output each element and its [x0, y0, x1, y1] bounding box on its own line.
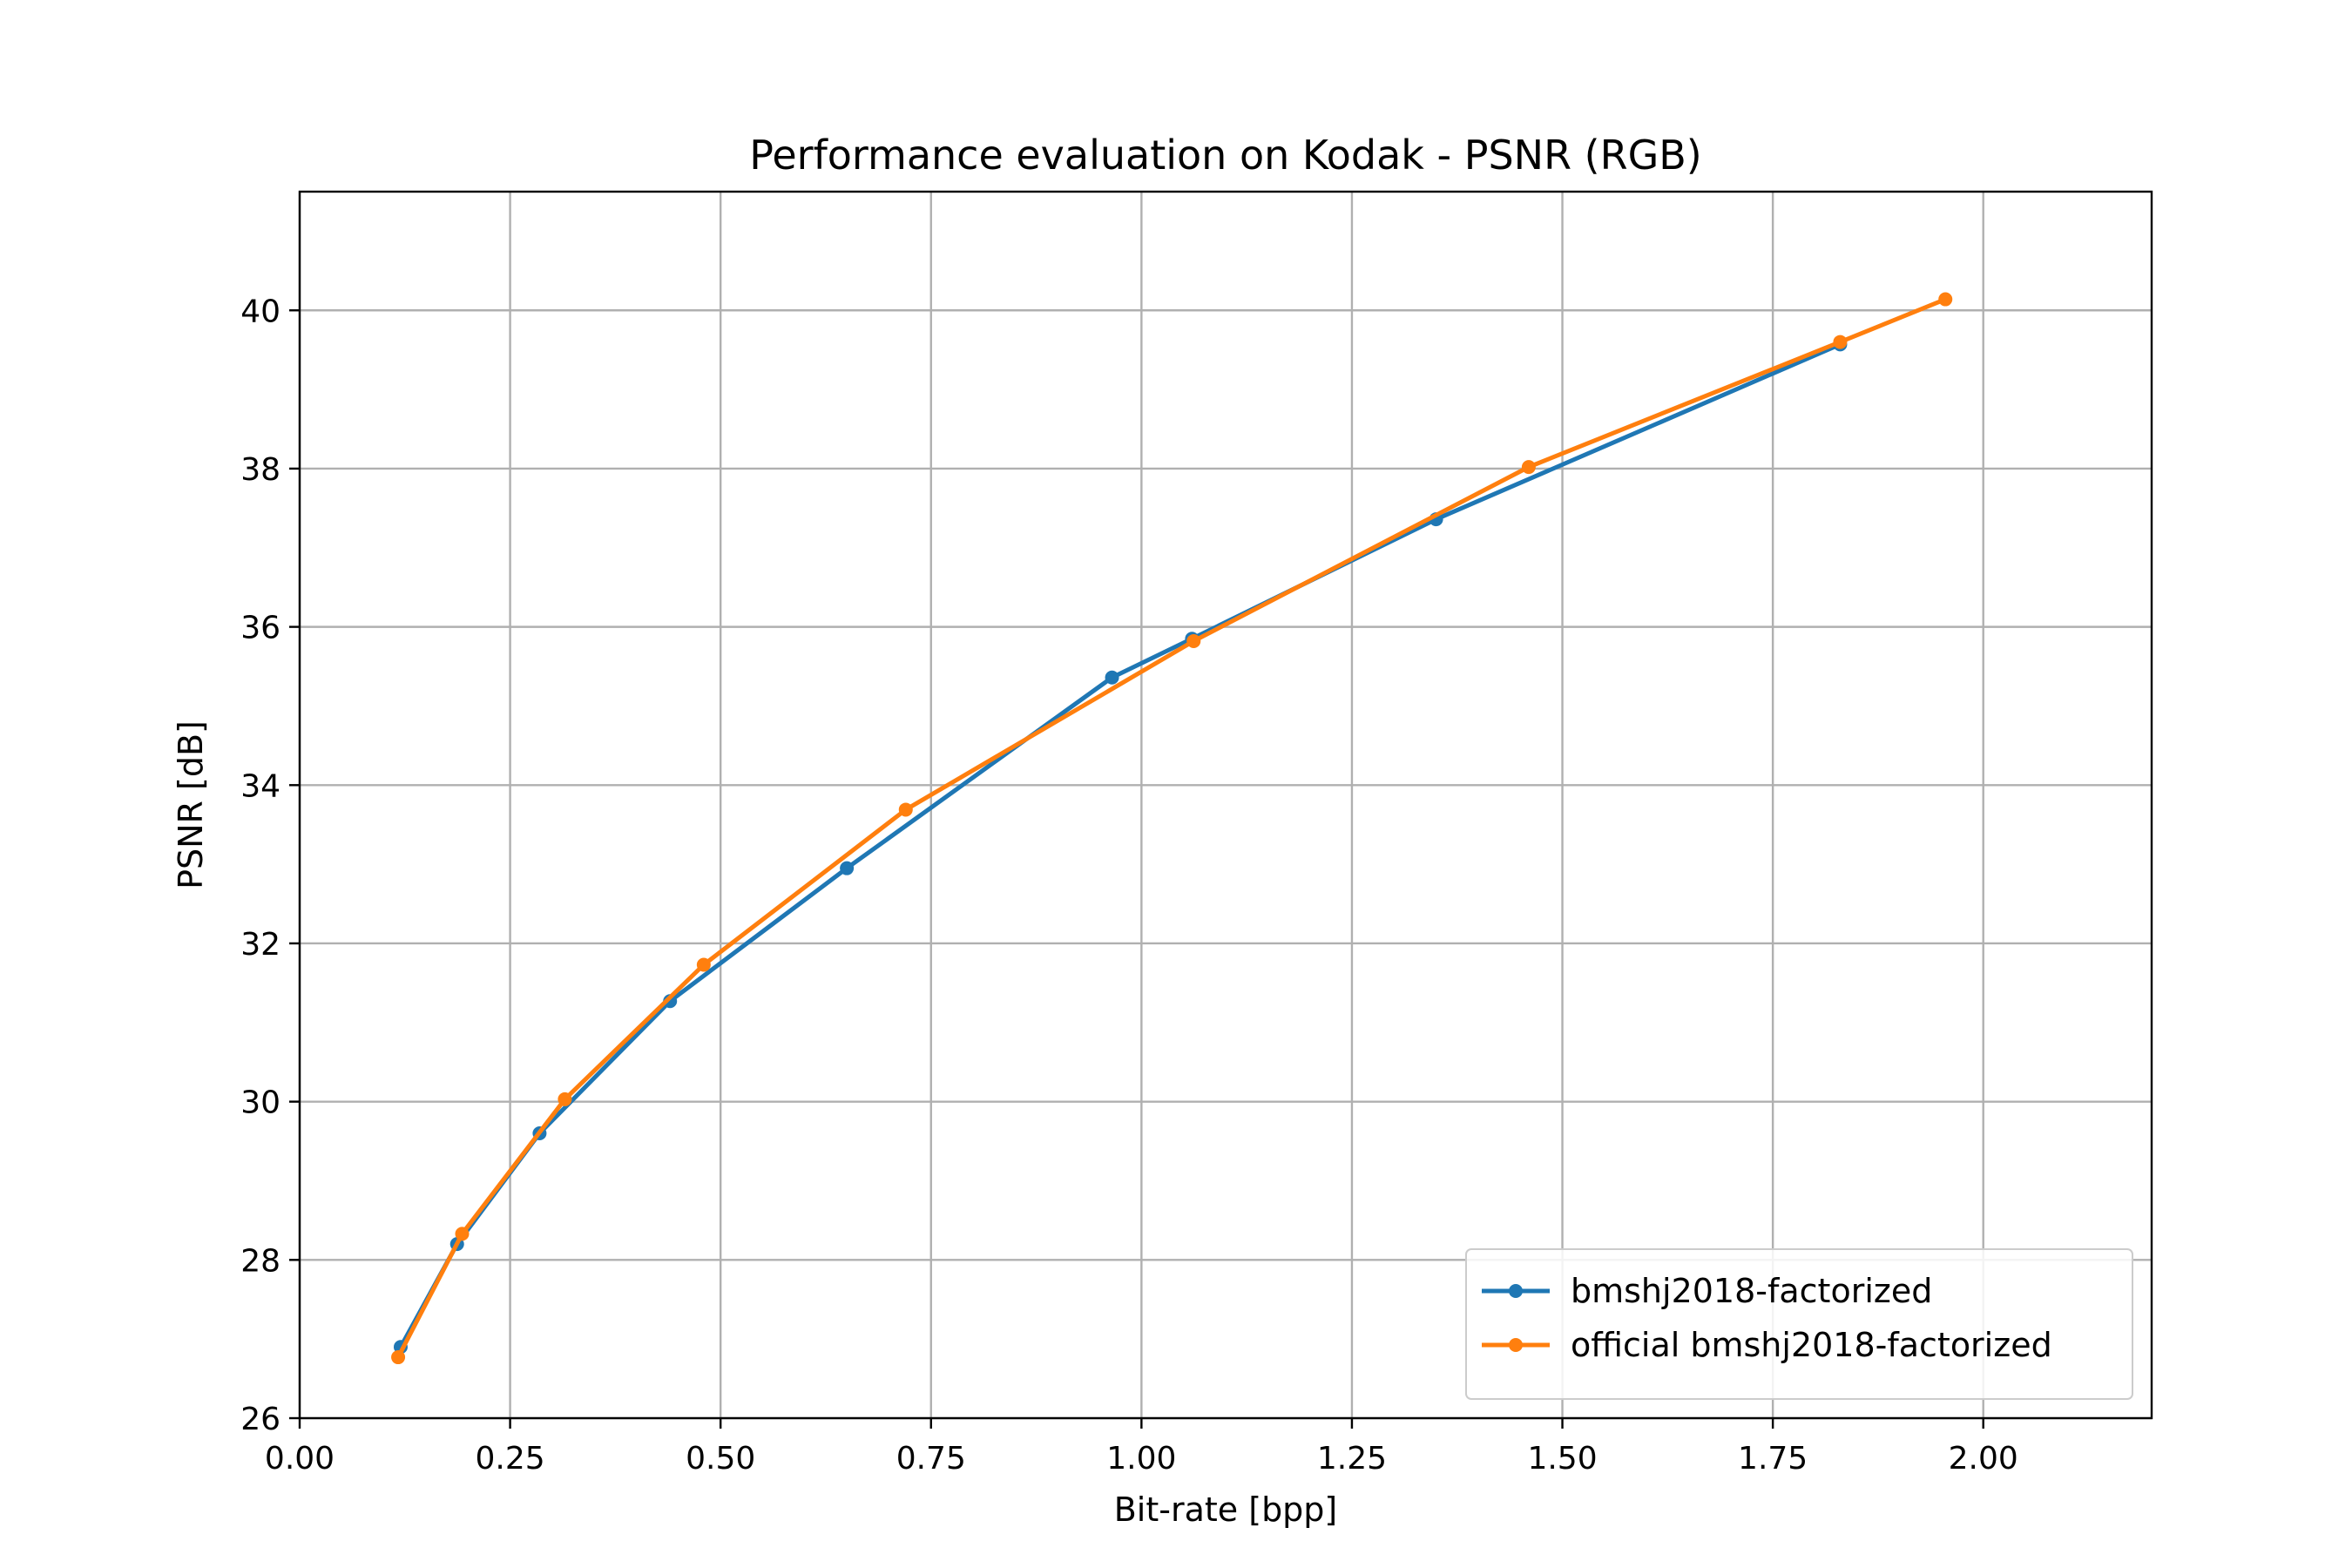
- axes-frame: [298, 190, 2153, 1420]
- data-point-1: [558, 1092, 572, 1106]
- x-tick-label: 1.75: [1738, 1441, 1808, 1477]
- legend: bmshj2018-factorized official bmshj2018-f…: [1465, 1248, 2133, 1400]
- data-point-1: [1938, 292, 1953, 307]
- chart-title: Performance evaluation on Kodak - PSNR (…: [749, 132, 1702, 179]
- data-point-0: [1105, 670, 1119, 685]
- x-tick-label: 2.00: [1949, 1441, 2018, 1477]
- legend-label-1: official bmshj2018-factorized: [1571, 1326, 2052, 1364]
- legend-box: [1465, 1248, 2133, 1400]
- x-tick-label: 0.75: [896, 1441, 966, 1477]
- y-tick-label: 34: [240, 768, 280, 804]
- y-tick-label: 36: [240, 611, 280, 646]
- x-tick-label: 0.50: [686, 1441, 755, 1477]
- data-point-1: [1833, 335, 1848, 349]
- y-axis-label: PSNR [dB]: [172, 720, 210, 889]
- data-point-0: [663, 994, 678, 1009]
- legend-marker-1: [1509, 1338, 1523, 1352]
- y-tick-label: 40: [240, 294, 280, 329]
- legend-label-0: bmshj2018-factorized: [1571, 1272, 1932, 1310]
- series-layer: [391, 292, 1953, 1365]
- data-point-1: [455, 1227, 470, 1241]
- y-tick-label: 28: [240, 1243, 280, 1279]
- y-tick-label: 30: [240, 1085, 280, 1121]
- y-tick-label: 32: [240, 927, 280, 963]
- x-tick-label: 1.50: [1527, 1441, 1597, 1477]
- y-tick-label: 26: [240, 1402, 280, 1437]
- data-point-0: [840, 861, 855, 875]
- data-point-1: [391, 1350, 406, 1365]
- data-point-1: [1186, 633, 1201, 648]
- data-point-1: [1521, 460, 1536, 475]
- x-tick-label: 1.25: [1317, 1441, 1387, 1477]
- legend-marker-0: [1509, 1284, 1523, 1298]
- x-tick-label: 1.00: [1106, 1441, 1176, 1477]
- data-point-1: [898, 802, 913, 817]
- y-tick-label: 38: [240, 452, 280, 488]
- x-tick-label: 0.25: [476, 1441, 545, 1477]
- tick-layer: 0.00 0.25 0.50 0.75 1.00 1.25 1.50 1.75 2.00 26 28…: [240, 294, 2018, 1477]
- data-point-1: [696, 957, 711, 972]
- x-axis-label: Bit-rate [bpp]: [1114, 1490, 1338, 1529]
- x-tick-label: 0.00: [265, 1441, 335, 1477]
